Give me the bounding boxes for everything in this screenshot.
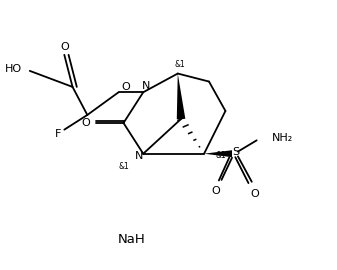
Text: &1: &1 <box>174 60 185 69</box>
Text: HO: HO <box>4 64 22 74</box>
Text: N: N <box>135 151 143 161</box>
Text: &1: &1 <box>215 151 226 160</box>
Text: O: O <box>212 185 221 195</box>
Text: &1: &1 <box>119 162 129 171</box>
Text: NaH: NaH <box>118 233 146 246</box>
Text: NH₂: NH₂ <box>272 133 293 143</box>
Text: O: O <box>251 189 259 199</box>
Text: O: O <box>60 42 69 52</box>
Polygon shape <box>204 150 232 157</box>
Polygon shape <box>177 73 185 119</box>
Text: O: O <box>81 118 90 128</box>
Text: N: N <box>142 81 151 91</box>
Text: F: F <box>55 130 62 140</box>
Text: O: O <box>121 82 130 92</box>
Text: S: S <box>233 147 240 157</box>
